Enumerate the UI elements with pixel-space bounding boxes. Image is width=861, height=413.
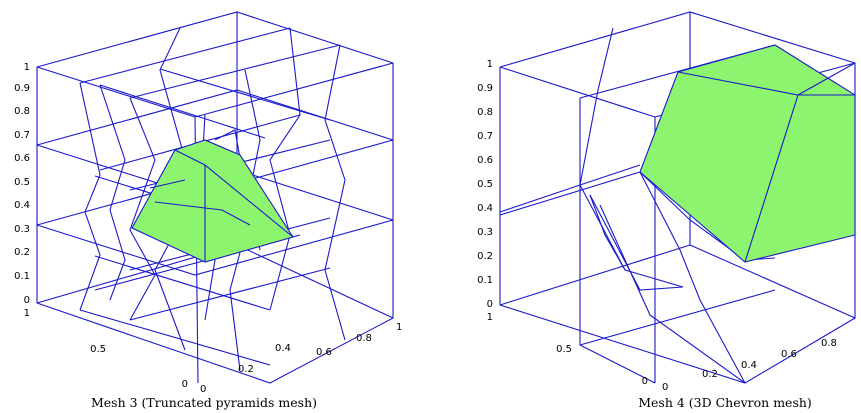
y-tick: 0 xyxy=(182,379,188,390)
mesh3-x-axis: 0 0.2 0.4 0.6 0.8 1 xyxy=(200,322,402,395)
mesh3-caption: Mesh 3 (Truncated pyramids mesh) xyxy=(91,395,317,410)
z-tick: 0.8 xyxy=(477,107,493,118)
x-tick: 0.4 xyxy=(741,360,757,371)
z-tick: 0.2 xyxy=(14,247,30,258)
x-tick: 0.6 xyxy=(316,347,332,358)
z-tick: 0.7 xyxy=(14,130,30,141)
z-tick: 0.1 xyxy=(14,271,30,282)
z-tick: 0.7 xyxy=(477,131,493,142)
y-tick: 1 xyxy=(487,312,493,323)
y-tick: 0.5 xyxy=(556,344,572,355)
mesh3-y-axis: 0 0.5 1 xyxy=(24,308,188,390)
y-tick: 1 xyxy=(24,308,30,319)
z-tick: 0.6 xyxy=(477,155,493,166)
y-tick: 0.5 xyxy=(90,344,106,355)
z-tick: 0.3 xyxy=(14,224,30,235)
z-tick: 0.6 xyxy=(14,153,30,164)
z-tick: 1 xyxy=(24,62,30,73)
mesh3-highlighted-cell xyxy=(131,139,294,263)
z-tick: 0.5 xyxy=(477,179,493,190)
x-tick: 0 xyxy=(200,384,206,395)
z-tick: 0 xyxy=(24,295,30,306)
mesh4-x-axis: 0 0.2 0.4 0.6 0.8 xyxy=(662,338,837,393)
mesh4-highlighted-cell xyxy=(639,44,856,263)
y-tick: 0 xyxy=(642,376,648,387)
x-tick: 0.8 xyxy=(821,338,837,349)
z-tick: 0.2 xyxy=(477,251,493,262)
z-tick: 0.8 xyxy=(14,106,30,117)
z-tick: 1 xyxy=(487,59,493,70)
z-tick: 0 xyxy=(487,299,493,310)
x-tick: 0.8 xyxy=(356,333,372,344)
x-tick: 0 xyxy=(662,382,668,393)
z-tick: 0.5 xyxy=(14,177,30,188)
z-tick: 0.1 xyxy=(477,275,493,286)
z-tick: 0.9 xyxy=(477,83,493,94)
z-tick: 0.4 xyxy=(477,203,493,214)
mesh4-caption: Mesh 4 (3D Chevron mesh) xyxy=(638,395,812,410)
x-tick: 0.6 xyxy=(781,349,797,360)
mesh4-y-axis: 0 0.5 1 xyxy=(487,312,648,387)
z-tick: 0.9 xyxy=(14,83,30,94)
mesh3-plot: 0 0.1 0.2 0.3 0.4 0.5 0.6 0.7 0.8 0.9 1 … xyxy=(14,11,402,410)
mesh4-plot: 0 0.1 0.2 0.3 0.4 0.5 0.6 0.7 0.8 0.9 1 … xyxy=(477,11,856,410)
x-tick: 0.2 xyxy=(238,364,254,375)
x-tick: 0.4 xyxy=(275,343,291,354)
z-tick: 0.3 xyxy=(477,227,493,238)
mesh3-z-axis: 0 0.1 0.2 0.3 0.4 0.5 0.6 0.7 0.8 0.9 1 xyxy=(14,62,30,306)
z-tick: 0.4 xyxy=(14,200,30,211)
mesh4-chevron-edges xyxy=(499,27,776,384)
x-tick: 1 xyxy=(396,322,402,333)
x-tick: 0.2 xyxy=(702,369,718,380)
mesh4-z-axis: 0 0.1 0.2 0.3 0.4 0.5 0.6 0.7 0.8 0.9 1 xyxy=(477,59,493,310)
